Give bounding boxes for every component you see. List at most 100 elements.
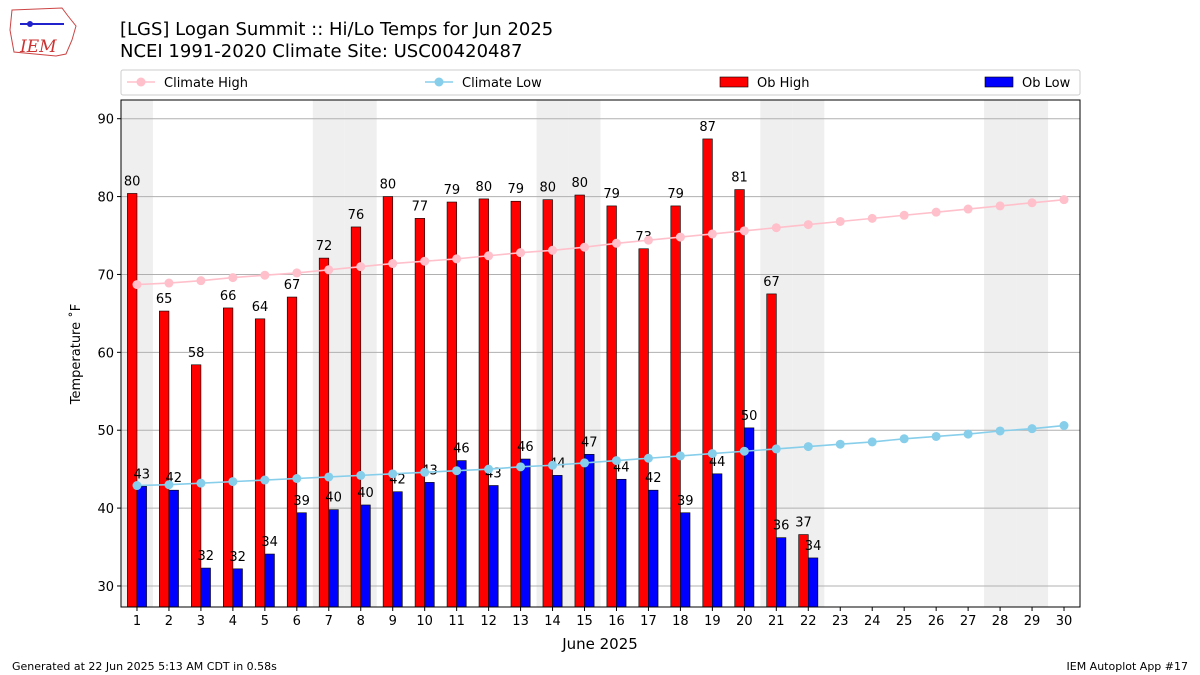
x-tick-label: 25 xyxy=(896,614,913,629)
data-label: 58 xyxy=(188,346,205,361)
point xyxy=(707,449,717,459)
bar xyxy=(296,512,307,608)
point xyxy=(132,280,142,290)
y-tick-label: 90 xyxy=(97,113,114,128)
data-label: 47 xyxy=(581,435,598,450)
point xyxy=(931,431,941,441)
bar xyxy=(127,193,138,608)
data-label: 67 xyxy=(284,278,301,293)
data-label: 81 xyxy=(731,171,748,186)
point xyxy=(1027,198,1037,208)
x-tick-label: 23 xyxy=(832,614,849,629)
data-label: 32 xyxy=(229,550,246,565)
x-tick-label: 8 xyxy=(357,614,365,629)
point xyxy=(516,462,526,472)
legend-label: Climate Low xyxy=(462,76,542,91)
x-tick-label: 5 xyxy=(261,614,269,629)
logo-outline xyxy=(9,7,77,57)
bar xyxy=(542,199,553,608)
data-label: 79 xyxy=(508,182,525,197)
shaded-day xyxy=(792,100,825,607)
data-label: 77 xyxy=(412,199,429,214)
point xyxy=(580,458,590,468)
bar xyxy=(414,218,425,608)
point xyxy=(835,216,845,226)
bar xyxy=(392,491,403,608)
y-tick-label: 40 xyxy=(97,502,114,517)
x-tick-label: 20 xyxy=(736,614,753,629)
data-label: 67 xyxy=(763,275,780,290)
shaded-day xyxy=(984,100,1017,607)
bar xyxy=(456,460,467,608)
y-tick-label: 30 xyxy=(97,580,114,595)
point xyxy=(739,226,749,236)
point xyxy=(228,273,238,283)
bar xyxy=(638,248,649,608)
point xyxy=(452,254,462,264)
point xyxy=(164,278,174,288)
x-tick-label: 13 xyxy=(512,614,529,629)
point xyxy=(867,437,877,447)
data-label: 40 xyxy=(325,491,342,506)
bar xyxy=(552,475,563,608)
data-label: 87 xyxy=(699,120,716,135)
point xyxy=(420,467,430,477)
point xyxy=(963,429,973,439)
legend-marker xyxy=(136,77,146,87)
point xyxy=(292,268,302,278)
bar xyxy=(286,296,298,608)
x-tick-label: 10 xyxy=(416,614,433,629)
legend-marker xyxy=(434,77,444,87)
y-axis-label: Temperature ˚F xyxy=(68,304,84,405)
point xyxy=(484,251,494,261)
point xyxy=(899,434,909,444)
data-label: 36 xyxy=(773,519,790,534)
data-label: 76 xyxy=(348,208,365,223)
bar xyxy=(136,485,147,608)
chart-subtitle: NCEI 1991-2020 Climate Site: USC00420487 xyxy=(120,41,522,62)
logo-text: IEM xyxy=(19,37,57,57)
bar xyxy=(382,196,394,608)
point xyxy=(516,248,526,258)
data-label: 46 xyxy=(453,442,470,457)
bar xyxy=(520,458,531,608)
bar xyxy=(360,504,371,608)
point xyxy=(420,256,430,266)
point xyxy=(548,460,558,470)
point xyxy=(611,238,621,248)
data-label: 80 xyxy=(539,181,556,196)
x-tick-label: 12 xyxy=(480,614,497,629)
data-label: 34 xyxy=(261,535,278,550)
point xyxy=(803,442,813,452)
data-label: 46 xyxy=(517,440,534,455)
data-label: 40 xyxy=(357,486,374,501)
data-label: 39 xyxy=(677,494,694,509)
point xyxy=(675,451,685,461)
x-axis-label: June 2025 xyxy=(561,635,638,653)
bar xyxy=(488,485,499,608)
legend-label: Ob High xyxy=(757,76,810,91)
data-label: 80 xyxy=(476,180,493,195)
plot-frame xyxy=(120,99,1081,608)
bar xyxy=(424,482,435,608)
point xyxy=(707,229,717,239)
bar xyxy=(168,489,179,608)
point xyxy=(963,204,973,214)
x-tick-label: 15 xyxy=(576,614,593,629)
point xyxy=(452,466,462,476)
bar xyxy=(584,454,595,608)
point xyxy=(388,259,398,269)
point xyxy=(739,446,749,456)
x-tick-label: 2 xyxy=(165,614,173,629)
point xyxy=(643,235,653,245)
legend-swatch xyxy=(984,76,1014,88)
line xyxy=(136,424,1065,487)
bar xyxy=(702,138,713,608)
data-label: 72 xyxy=(316,239,333,254)
bar xyxy=(159,310,170,608)
x-tick-label: 17 xyxy=(640,614,657,629)
x-tick-label: 4 xyxy=(229,614,237,629)
bar xyxy=(318,257,330,608)
